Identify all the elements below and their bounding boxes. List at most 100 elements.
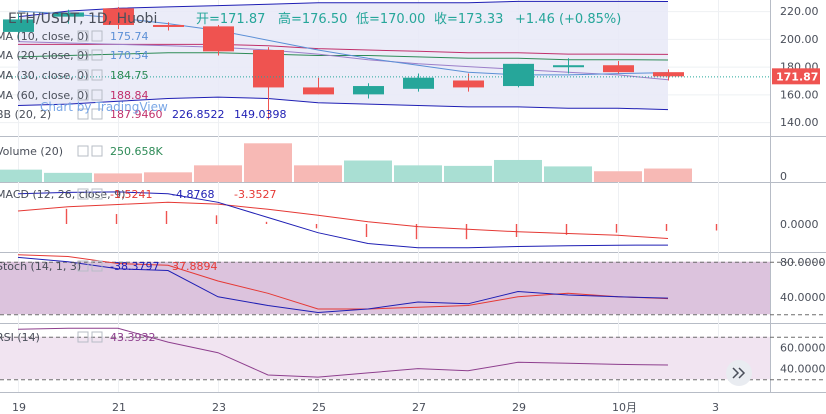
volume-bar <box>344 160 392 182</box>
candle-body <box>603 65 634 73</box>
time-tick-label: 21 <box>112 401 126 414</box>
time-tick-label: 3 <box>712 401 719 414</box>
ma20-line <box>17 41 669 81</box>
indicator-value: 175.74 <box>110 30 149 43</box>
candle-body <box>203 26 234 52</box>
header-low: 低=170.00 <box>356 12 425 27</box>
time-tick-label: 10月 <box>612 401 637 414</box>
price-tag-label: 171.87 <box>776 70 818 83</box>
close-icon <box>91 188 103 200</box>
indicator-value: 43.3932 <box>110 331 156 344</box>
volume-bar <box>194 165 242 182</box>
stoch-k-line <box>17 256 669 314</box>
stoch-d-line <box>17 254 669 310</box>
gear-icon <box>77 30 89 42</box>
time-tick-label: 27 <box>412 401 426 414</box>
close-icon <box>91 145 103 157</box>
volume-bar <box>544 166 592 182</box>
gear-icon <box>77 331 89 343</box>
indicator-value: 170.54 <box>110 49 149 62</box>
gear-icon <box>77 69 89 81</box>
macd-tick-label: 0.0000 <box>780 218 819 231</box>
candle-body <box>653 72 684 77</box>
volume-bar <box>144 172 192 182</box>
gear-icon <box>77 49 89 61</box>
rsi-line <box>17 327 669 378</box>
header-symbol: ETH/USDT, 1D, Huobi <box>8 11 157 27</box>
volume-bar <box>244 143 292 182</box>
candle-body <box>153 24 184 27</box>
candle-body <box>3 19 34 32</box>
indicator-value: 187.9460 <box>110 108 163 121</box>
gear-icon <box>77 188 89 200</box>
indicator-label: MA (20, close, 0) <box>0 49 88 62</box>
time-tick-label: 25 <box>312 401 326 414</box>
stoch-tick-label: 40.0000 <box>780 291 826 304</box>
indicator-label: MACD (12, 26, close, 9) <box>0 188 125 201</box>
close-icon <box>91 89 103 101</box>
volume-bar <box>644 168 692 182</box>
candle-body <box>103 8 134 25</box>
indicator-value: -3.3527 <box>234 188 276 201</box>
volume-bar <box>0 169 42 182</box>
close-icon <box>91 260 103 272</box>
bollinger-lower-line <box>17 96 669 111</box>
gear-icon <box>77 108 89 120</box>
bollinger-upper-line <box>17 0 669 18</box>
indicator-value: 149.0398 <box>234 108 287 121</box>
volume-bar <box>44 172 92 182</box>
indicator-value: 184.75 <box>110 69 149 82</box>
indicator-label: MA (30, close, 0) <box>0 69 88 82</box>
double-chevron-right-icon <box>732 367 746 379</box>
tradingview-watermark: Chart by TradingView <box>40 100 168 114</box>
macd-line <box>17 191 669 249</box>
time-tick-label: 23 <box>212 401 226 414</box>
header-close: 收=173.33 <box>434 12 503 27</box>
candle-body <box>403 77 434 89</box>
candle-body <box>303 87 334 95</box>
candle-body <box>503 63 534 87</box>
volume-bar <box>494 159 542 182</box>
indicator-value: 37.8894 <box>172 260 218 273</box>
volume-bar <box>444 165 492 182</box>
price-tick-label: 220.00 <box>780 5 819 18</box>
close-icon <box>91 69 103 81</box>
volume-bar <box>294 165 342 182</box>
candle-body <box>453 80 484 88</box>
price-tick-label: 200.00 <box>780 33 819 46</box>
indicator-value: -38.3797 <box>110 260 159 273</box>
header-open: 开=171.87 <box>196 12 265 27</box>
macd-signal-line <box>17 201 669 239</box>
ma30-line <box>17 52 669 61</box>
volume-bar <box>594 171 642 182</box>
indicator-value: 188.84 <box>110 89 149 102</box>
stoch-band-fill <box>0 261 770 315</box>
price-tick-label: 140.00 <box>780 116 819 129</box>
indicator-label: MA (10, close, 0) <box>0 30 88 43</box>
rsi-tick-label: 60.0000 <box>780 341 826 354</box>
candle-body <box>353 86 384 95</box>
rsi-band-fill <box>0 336 770 380</box>
close-icon <box>91 30 103 42</box>
time-axis-background <box>0 393 826 414</box>
gear-icon <box>77 260 89 272</box>
indicator-label: RSI (14) <box>0 331 40 344</box>
candle-body <box>553 65 584 68</box>
time-tick-label: 29 <box>512 401 526 414</box>
gear-icon <box>77 145 89 157</box>
header-high: 高=176.50 <box>278 11 347 27</box>
close-icon <box>91 49 103 61</box>
volume-bar <box>394 165 442 182</box>
stoch-tick-label: 80.0000 <box>780 256 826 269</box>
indicator-value: 226.8522 <box>172 108 225 121</box>
time-tick-label: 19 <box>12 401 26 414</box>
price-tag-background <box>772 68 820 85</box>
indicator-value: -4.8768 <box>172 188 214 201</box>
volume-bar <box>94 173 142 182</box>
close-icon <box>91 108 103 120</box>
indicator-label: MA (60, close, 0) <box>0 89 88 102</box>
indicator-value: -1.5241 <box>110 188 152 201</box>
candle-body <box>53 12 84 17</box>
price-tick-label: 160.00 <box>780 88 819 101</box>
